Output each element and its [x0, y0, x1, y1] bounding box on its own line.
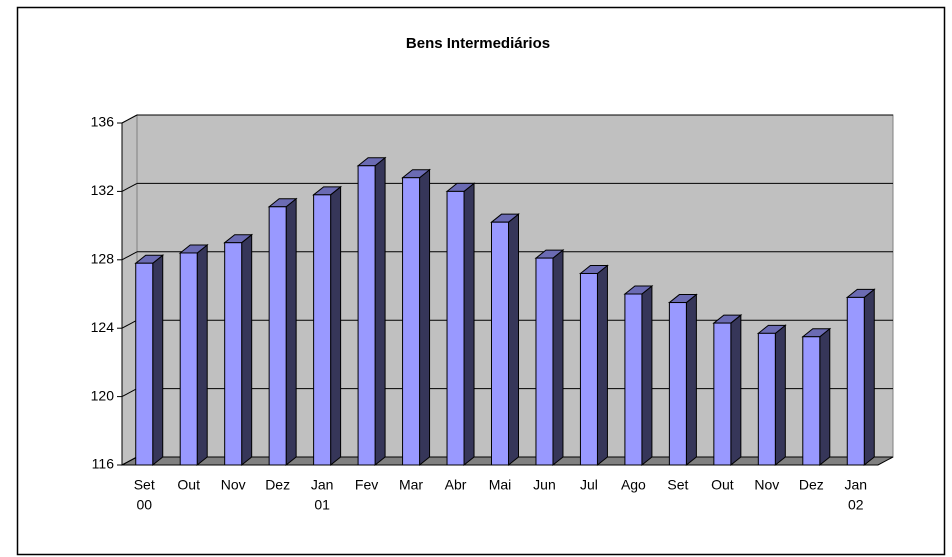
bar-front [535, 257, 554, 466]
bar [667, 293, 698, 467]
grid-line [121, 319, 138, 329]
bar-side [730, 314, 742, 467]
bar-front [491, 221, 509, 466]
y-tick-label: 124 [91, 319, 115, 335]
x-tick-label: Nov [754, 477, 779, 493]
y-tick-label: 132 [91, 182, 115, 198]
grid-line [121, 388, 138, 398]
y-tick-label: 128 [91, 251, 115, 267]
bar-side [552, 249, 564, 467]
bar-front [802, 336, 821, 466]
bar-side [641, 284, 653, 467]
x-tick-label: Dez [799, 477, 824, 493]
bar-front [579, 272, 598, 466]
x-tick-label: Out [177, 477, 200, 493]
bar-side [330, 185, 342, 467]
bar-front [624, 293, 643, 466]
bar-side [596, 264, 608, 467]
bar-side [374, 156, 386, 467]
bar-front [179, 252, 198, 466]
bar-front [446, 190, 465, 466]
x-tick-label: Dez [265, 477, 290, 493]
bar-side [774, 324, 786, 467]
bar-front [135, 262, 154, 466]
bar-side [863, 288, 875, 467]
bar-side [152, 254, 164, 467]
bar-front [668, 302, 687, 466]
bar [490, 213, 520, 467]
bar-front [402, 177, 421, 466]
x-tick-label: Ago [621, 477, 646, 493]
x-tick-label: 00 [136, 497, 152, 513]
bar [401, 168, 431, 467]
bar-front [268, 206, 287, 466]
x-tick-label: Jan [844, 477, 867, 493]
bar [534, 249, 565, 467]
bar-side [685, 293, 697, 467]
grid-line [121, 114, 138, 124]
bar-front [757, 332, 776, 466]
x-tick-label: Set [667, 477, 688, 493]
bar-side [196, 243, 208, 467]
bar [312, 185, 343, 467]
grid-line [121, 456, 138, 466]
bar-side [819, 327, 831, 467]
x-tick-label: 01 [314, 497, 330, 513]
x-tick-label: Set [134, 477, 155, 493]
bar [223, 233, 254, 467]
bar [756, 324, 787, 467]
bar-front [224, 242, 243, 466]
x-tick-label: Jul [580, 477, 598, 493]
x-tick-label: Mar [399, 477, 423, 493]
y-tick-label: 116 [92, 456, 115, 472]
x-tick-label: 02 [848, 497, 864, 513]
y-tick-label: 136 [91, 114, 115, 130]
x-tick-label: Abr [445, 477, 467, 493]
x-tick-label: Jun [533, 477, 556, 493]
x-tick-label: Fev [355, 477, 378, 493]
bar-front [357, 165, 376, 466]
chart-title: Bens Intermediários [406, 35, 550, 52]
bar-front [713, 322, 732, 466]
bar [356, 156, 387, 467]
bar [579, 264, 609, 467]
x-tick-label: Mai [489, 477, 512, 493]
bar [623, 284, 654, 467]
grid-line [121, 251, 138, 261]
bar-side [419, 168, 431, 467]
bar [134, 254, 165, 467]
bar-side [463, 182, 475, 467]
y-tick-label: 120 [91, 387, 115, 403]
x-tick-label: Nov [221, 477, 246, 493]
bar-side [508, 213, 519, 467]
bar-front [313, 194, 332, 466]
bar-side [285, 197, 297, 467]
bar [712, 314, 743, 467]
x-tick-label: Jan [311, 477, 334, 493]
bar [178, 243, 209, 467]
side-wall [121, 114, 138, 466]
x-tick-label: Out [711, 477, 734, 493]
bar-side [241, 233, 253, 467]
bar-front [846, 296, 865, 466]
bar [845, 288, 876, 467]
bar [267, 197, 298, 467]
grid-line [121, 182, 138, 192]
bar [445, 182, 476, 467]
bar [801, 327, 832, 467]
